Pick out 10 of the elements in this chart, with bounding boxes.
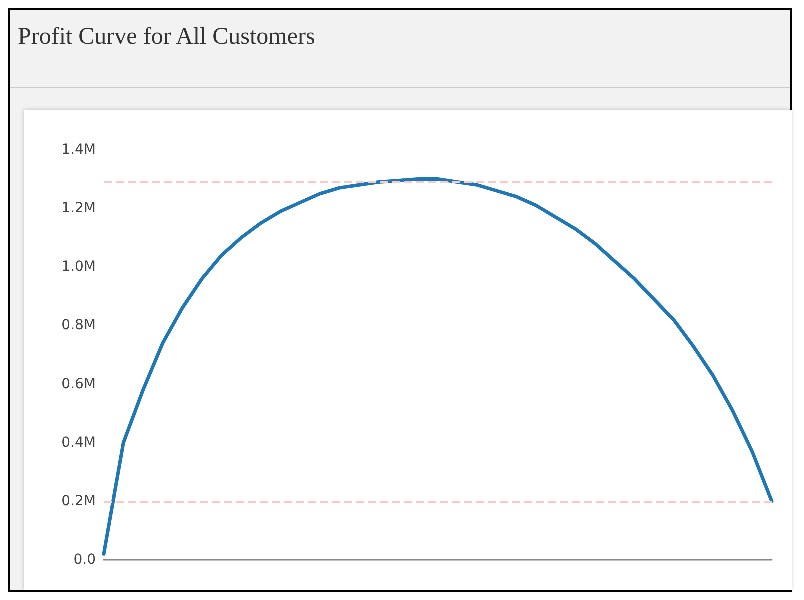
y-tick-label: 0.0 (74, 552, 96, 568)
y-tick-label: 1.2M (62, 200, 96, 217)
y-tick-label: 0.2M (62, 493, 96, 510)
y-tick-label: 0.6M (62, 376, 96, 392)
chart-title: Profit Curve for All Customers (10, 10, 790, 88)
y-tick-label: 0.8M (62, 318, 96, 334)
line-series (102, 178, 774, 556)
y-tick-label: 1.4M (62, 142, 96, 158)
y-tick-label: 0.4M (62, 434, 96, 451)
y-tick-label: 1.0M (62, 259, 96, 276)
